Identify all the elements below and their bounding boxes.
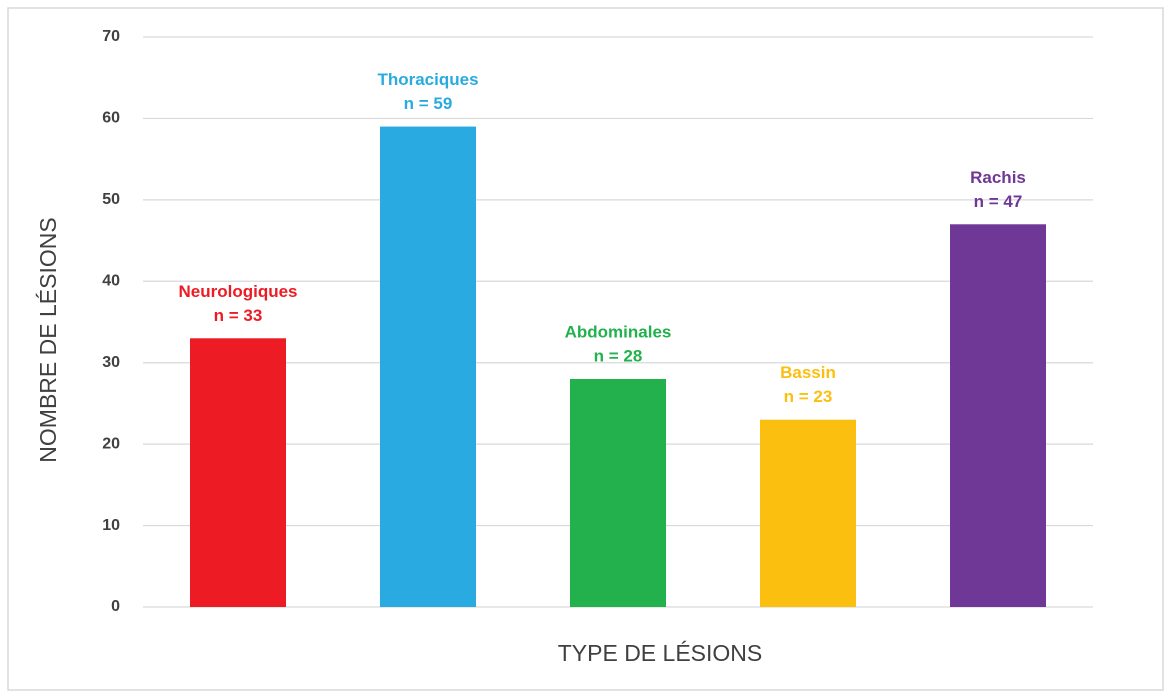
y-tick-label: 20 (102, 435, 120, 452)
category-label: Abdominales (565, 322, 672, 341)
value-label: n = 23 (784, 387, 833, 406)
bar (950, 224, 1046, 608)
y-tick-label: 50 (102, 191, 120, 208)
y-tick-label: 60 (102, 110, 120, 127)
value-label: n = 28 (594, 346, 643, 365)
y-axis-title: NOMBRE DE LÉSIONS (35, 217, 61, 462)
category-label: Rachis (970, 168, 1026, 187)
category-label: Neurologiques (178, 282, 297, 301)
bar (760, 419, 856, 607)
y-tick-label: 30 (102, 354, 120, 371)
y-tick-label: 40 (102, 273, 120, 290)
category-label: Bassin (780, 363, 836, 382)
bar (380, 126, 476, 608)
value-label: n = 47 (974, 192, 1023, 211)
y-tick-label: 10 (102, 517, 120, 534)
value-label: n = 59 (404, 94, 453, 113)
bar (190, 338, 286, 607)
y-tick-label: 0 (111, 598, 120, 615)
category-label: Thoraciques (377, 70, 478, 89)
x-axis-title: TYPE DE LÉSIONS (558, 640, 763, 666)
bar (570, 379, 666, 607)
y-tick-label: 70 (102, 28, 120, 45)
value-label: n = 33 (214, 306, 263, 325)
